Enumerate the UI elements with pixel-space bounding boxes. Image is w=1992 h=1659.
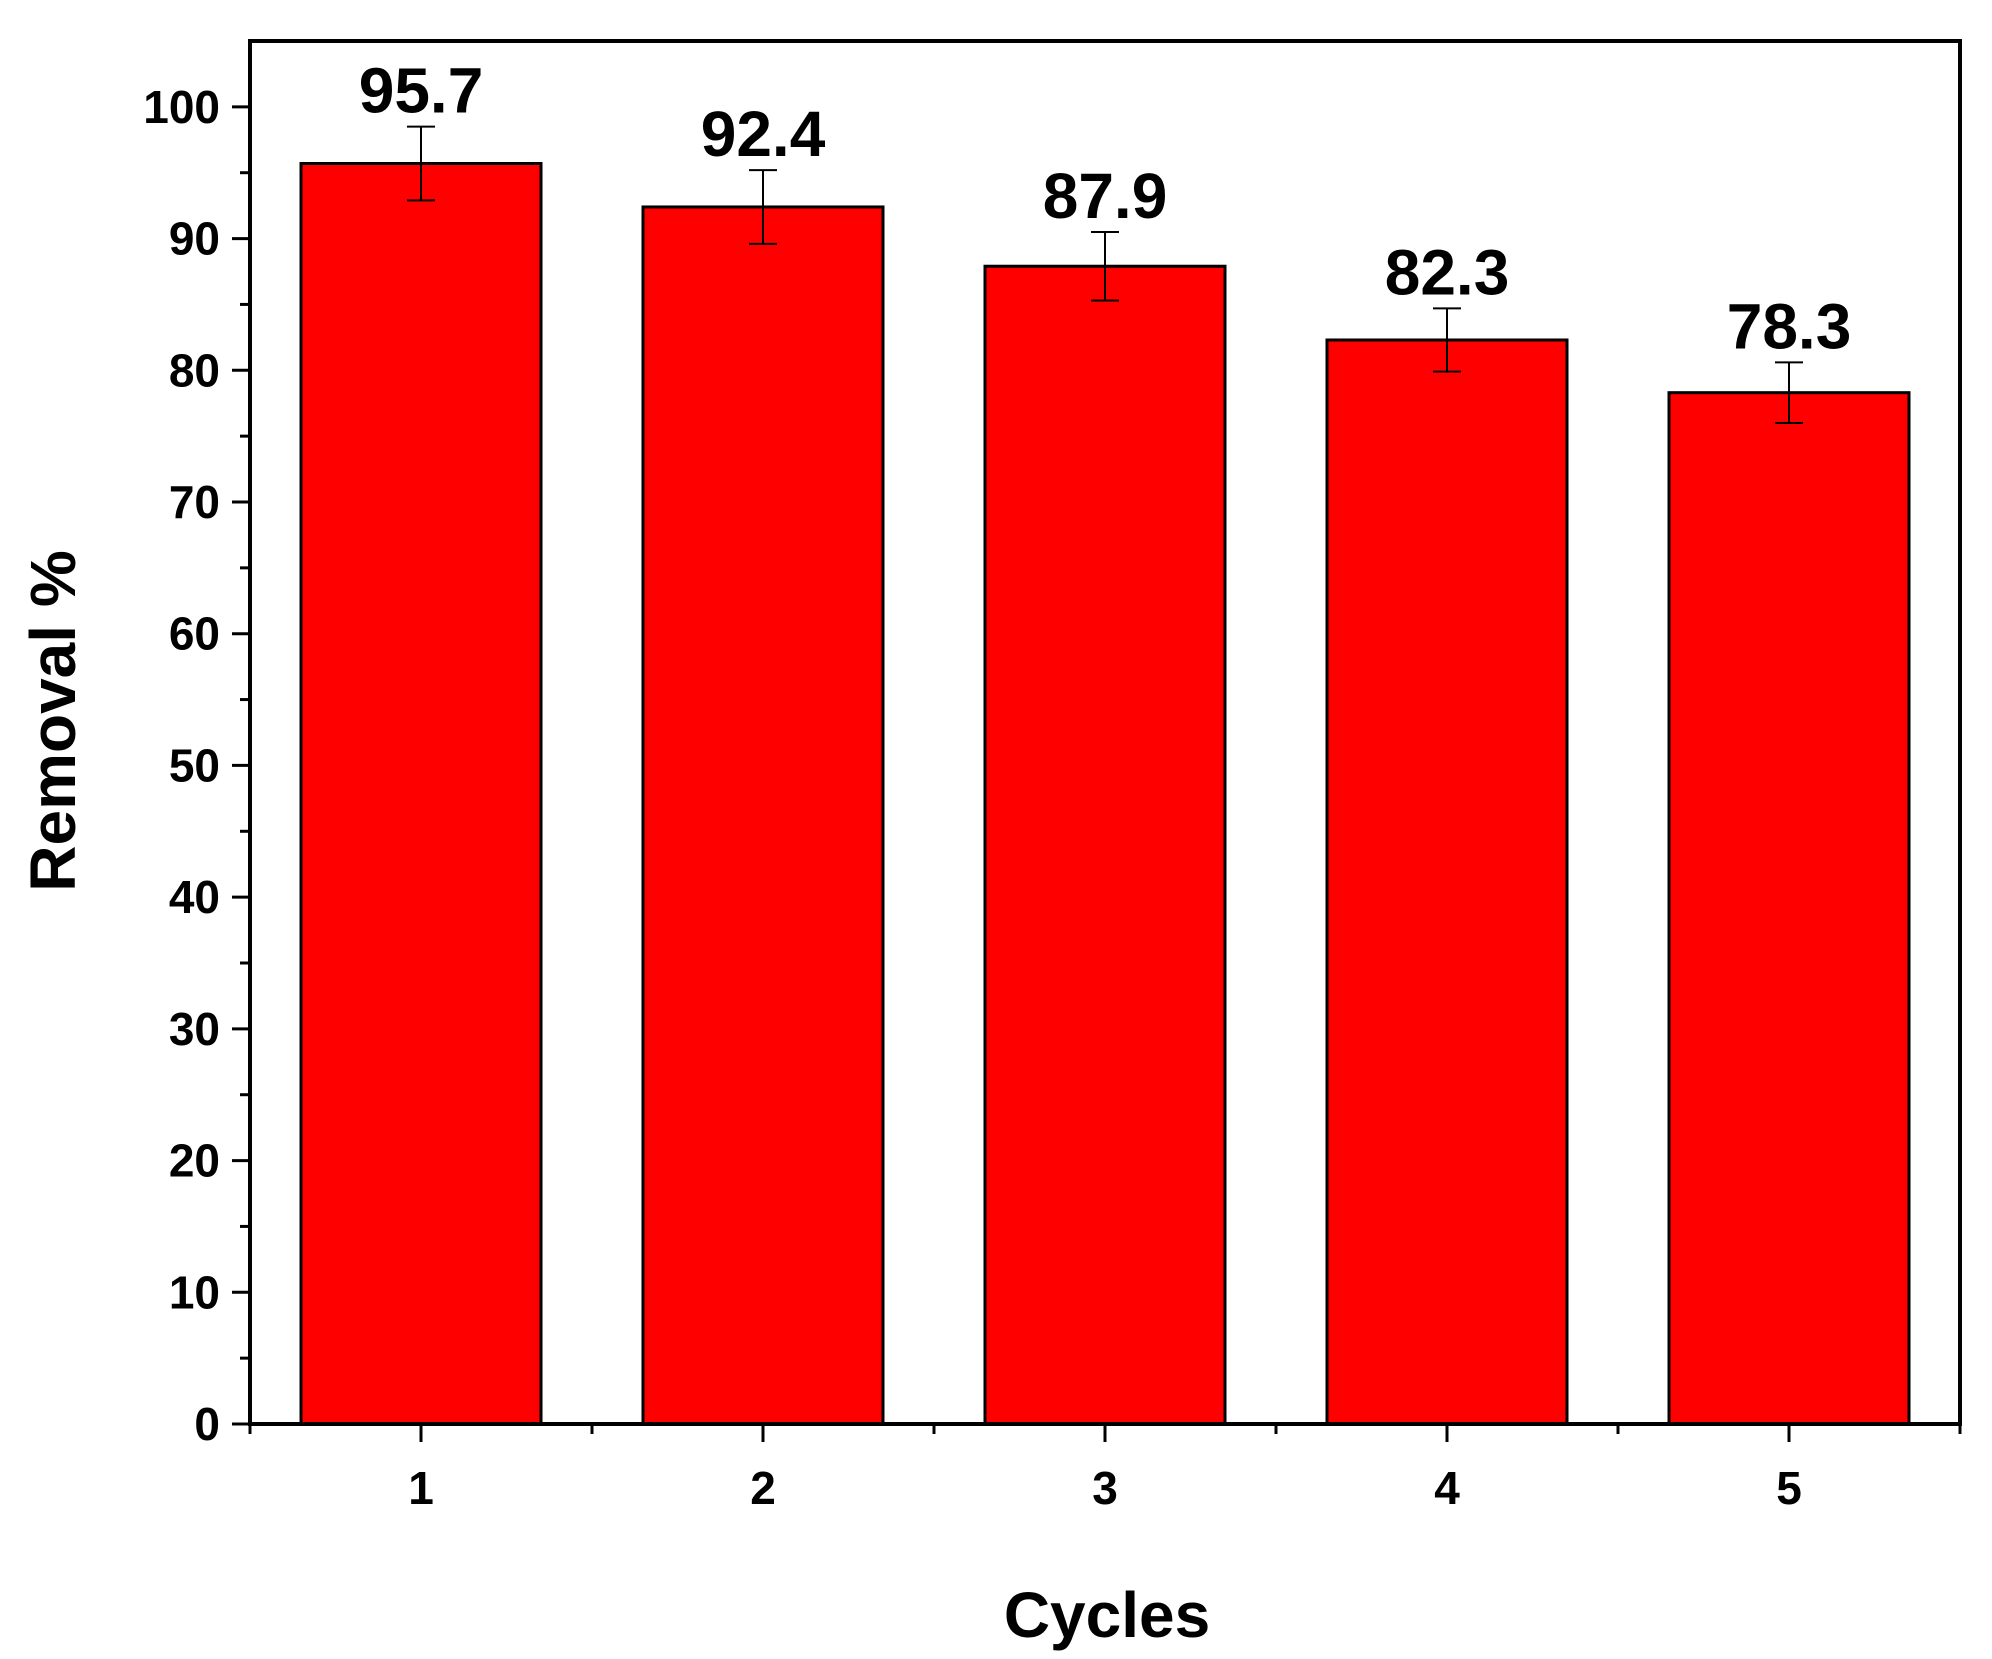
value-label-5: 78.3 [1727, 290, 1852, 362]
x-tick-label: 5 [1776, 1462, 1802, 1514]
bar-cycle-4 [1325, 338, 1569, 1426]
value-label-1: 95.7 [359, 55, 484, 127]
y-axis: 0 10 20 30 40 50 60 70 80 90 100 [143, 81, 250, 1450]
y-tick-label: 50 [169, 739, 220, 791]
y-tick-label: 0 [194, 1398, 220, 1450]
value-label-4: 82.3 [1385, 236, 1510, 308]
y-tick-label: 20 [169, 1135, 220, 1187]
y-axis-title: Removal % [17, 550, 89, 891]
bar-cycle-2 [641, 205, 885, 1426]
bar-cycle-5 [1667, 391, 1911, 1426]
y-tick-label: 40 [169, 871, 220, 923]
y-tick-label: 10 [169, 1266, 220, 1318]
bars-layer [299, 161, 1911, 1426]
error-bars-layer [407, 125, 1803, 424]
y-tick-label: 100 [143, 81, 220, 133]
x-tick-label: 3 [1092, 1462, 1118, 1514]
bar-cycle-3 [983, 264, 1227, 1426]
y-tick-label: 90 [169, 213, 220, 265]
x-tick-label: 1 [408, 1462, 434, 1514]
y-tick-label: 30 [169, 1003, 220, 1055]
x-tick-label: 2 [750, 1462, 776, 1514]
x-axis-title: Cycles [1004, 1579, 1210, 1651]
bar-cycle-1 [299, 161, 543, 1426]
value-label-2: 92.4 [701, 98, 826, 170]
y-tick-label: 80 [169, 344, 220, 396]
value-labels-layer: 95.7 92.4 87.9 82.3 78.3 [359, 55, 1852, 363]
y-tick-label: 70 [169, 476, 220, 528]
x-tick-label: 4 [1434, 1462, 1460, 1514]
x-axis: 1 2 3 4 5 [248, 1424, 1962, 1514]
y-tick-label: 60 [169, 608, 220, 660]
value-label-3: 87.9 [1043, 160, 1168, 232]
